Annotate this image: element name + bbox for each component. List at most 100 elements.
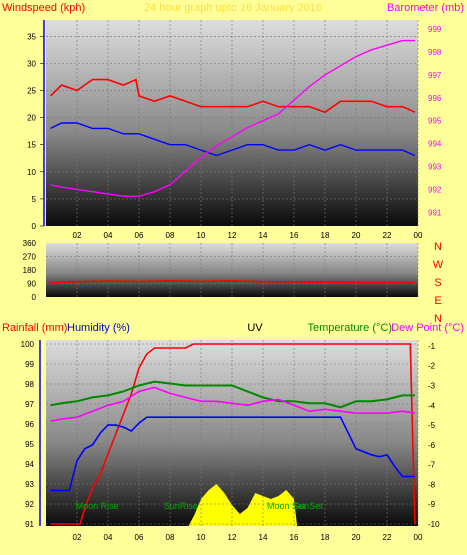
barometer-tick-label: 994	[428, 140, 442, 149]
temperature-series-line-1	[50, 416, 415, 492]
temperature-tick-label: -7	[428, 461, 436, 470]
humidity-tick-label: 98	[25, 380, 34, 389]
time-tick-labels-bottom: 02 04 06 08 10 12 14 16 18 20 22 00	[73, 533, 423, 542]
humidity-tick-label: 93	[25, 480, 34, 489]
temperature-tick-label: -3	[428, 382, 436, 391]
temperature-tick-label: -6	[428, 441, 436, 450]
barometer-tick-label: 996	[428, 94, 442, 103]
wind-series-line-0	[50, 78, 416, 114]
time-tick-label: 08	[166, 231, 175, 240]
windspeed-tick-label: 20	[27, 114, 36, 123]
windspeed-tick-labels: 0 5 10 15 20 25 30 35	[27, 20, 45, 231]
direction-grid	[46, 243, 419, 297]
time-tick-label: 14	[259, 231, 268, 240]
temperature-tick-label: -4	[428, 401, 436, 410]
temperature-axis-title: Temperature (°C)	[308, 322, 392, 334]
temperature-tick-label: -8	[428, 480, 436, 489]
temperature-tick-label: -1	[428, 342, 436, 351]
solar-area	[188, 484, 298, 526]
temperature-grid	[46, 340, 419, 526]
direction-degree-label: 0	[32, 293, 37, 302]
humidity-tick-label: 95	[25, 440, 34, 449]
temperature-series-line-3	[50, 386, 416, 422]
windspeed-tick-label: 0	[32, 222, 37, 231]
windspeed-tick-label: 5	[32, 195, 37, 204]
windspeed-axis-title: Windspeed (kph)	[2, 2, 85, 14]
temperature-tick-label: -10	[428, 520, 440, 529]
direction-series	[50, 279, 415, 284]
windspeed-tick-label: 15	[27, 141, 36, 150]
annotation-label: Moon Set	[267, 501, 306, 511]
direction-degree-labels: 0 90 180 270 360	[23, 239, 37, 302]
barometer-tick-label: 999	[428, 25, 442, 34]
barometer-tick-label: 997	[428, 71, 442, 80]
humidity-tick-label: 100	[21, 340, 35, 349]
annotation-label: SunRise	[164, 501, 198, 511]
barometer-tick-label: 992	[428, 185, 442, 194]
time-tick-label: 06	[135, 533, 144, 542]
temperature-series-line-0	[50, 343, 416, 525]
compass-letter: W	[433, 259, 444, 271]
barometer-tick-label: 991	[428, 208, 442, 217]
humidity-tick-label: 97	[25, 400, 34, 409]
humidity-tick-label: 94	[25, 460, 34, 469]
time-tick-label: 04	[104, 533, 113, 542]
barometer-tick-label: 995	[428, 117, 442, 126]
humidity-axis-title: Humidity (%)	[67, 322, 130, 334]
wind-series-line-2	[50, 39, 415, 197]
temperature-tick-label: -5	[428, 421, 436, 430]
compass-letter: E	[434, 295, 441, 307]
direction-degree-label: 360	[23, 239, 37, 248]
time-tick-label: 12	[228, 231, 237, 240]
time-tick-label: 14	[259, 533, 268, 542]
barometer-tick-label: 993	[428, 162, 442, 171]
humidity-tick-label: 99	[25, 360, 34, 369]
annotation-label: Moon Rise	[76, 501, 119, 511]
humidity-tick-label: 91	[25, 520, 34, 529]
wind-series	[50, 39, 416, 197]
humidity-tick-labels: 91 92 93 94 95 96 97 98 99 100	[21, 340, 41, 529]
barometer-tick-labels: 991 992 993 994 995 996 997 998 999	[428, 25, 442, 217]
compass-letter: S	[434, 277, 441, 289]
time-tick-label: 20	[352, 533, 361, 542]
compass-letter: N	[434, 313, 442, 325]
time-tick-label: 20	[352, 231, 361, 240]
temperature-series	[50, 343, 416, 525]
time-tick-label: 00	[414, 533, 423, 542]
time-tick-label: 16	[290, 231, 299, 240]
windspeed-tick-label: 30	[27, 59, 36, 68]
time-tick-label: 12	[228, 533, 237, 542]
barometer-axis-title: Barometer (mb)	[387, 2, 464, 14]
time-tick-label: 18	[321, 533, 330, 542]
wind-grid	[46, 20, 419, 226]
wind-series-line-1	[50, 122, 416, 157]
dewpoint-axis-title: Dew Point (°C)	[391, 322, 464, 334]
time-tick-label: 22	[383, 231, 392, 240]
chart-title: 24 hour graph upto 16 January 2016	[144, 2, 322, 14]
time-tick-label: 02	[73, 533, 82, 542]
direction-degree-label: 90	[27, 280, 36, 289]
time-tick-label: 08	[166, 533, 175, 542]
time-tick-label: 02	[73, 231, 82, 240]
humidity-tick-label: 92	[25, 500, 34, 509]
rainfall-axis-title: Rainfall (mm)	[2, 322, 67, 334]
direction-degree-label: 180	[23, 266, 37, 275]
wind-plot-area	[46, 20, 418, 226]
barometer-tick-label: 998	[428, 48, 442, 57]
temperature-tick-label: -2	[428, 362, 436, 371]
humidity-tick-label: 96	[25, 420, 34, 429]
time-tick-label: 18	[321, 231, 330, 240]
temperature-series-line-2	[50, 380, 415, 409]
windspeed-tick-label: 35	[27, 32, 36, 41]
time-tick-label: 10	[197, 231, 206, 240]
time-tick-label: 00	[414, 231, 423, 240]
compass-letter: N	[434, 241, 442, 253]
windspeed-tick-label: 25	[27, 86, 36, 95]
time-tick-label: 06	[135, 231, 144, 240]
direction-series-line-0	[50, 279, 415, 284]
